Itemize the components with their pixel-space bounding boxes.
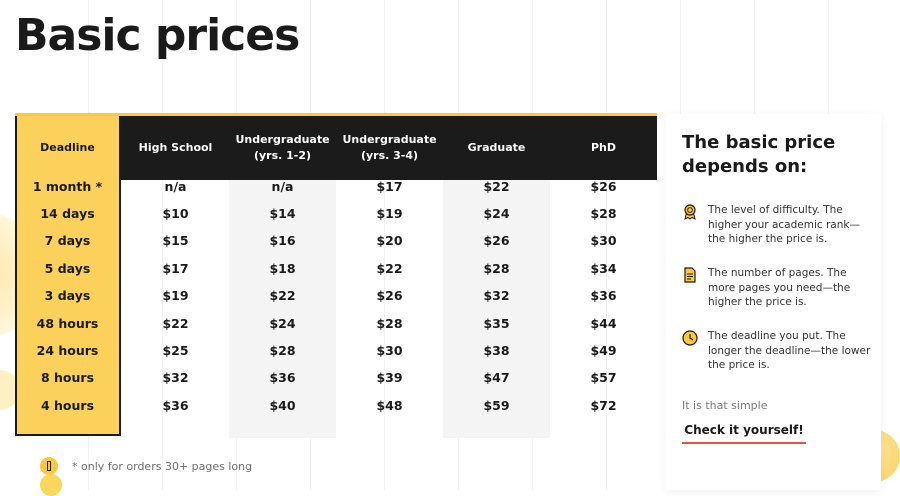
price-cell: $36 xyxy=(162,397,189,413)
deadline-cell: 7 days xyxy=(44,233,91,249)
price-cell: $47 xyxy=(483,370,510,386)
price-cell: $28 xyxy=(269,342,296,358)
factor-pages: The number of pages. The more pages you … xyxy=(682,266,872,310)
price-cell: $34 xyxy=(590,260,617,276)
factor-text: The level of difficulty. The higher your… xyxy=(708,204,860,245)
price-cell: $22 xyxy=(376,260,403,276)
deadline-cell: 48 hours xyxy=(36,315,99,331)
deadline-cell: 1 month * xyxy=(32,178,103,194)
price-cell: n/a xyxy=(271,178,294,194)
price-cell: $32 xyxy=(162,370,189,386)
price-cell: $22 xyxy=(269,288,296,304)
footnote-text: * only for orders 30+ pages long xyxy=(72,459,253,473)
price-cell: $19 xyxy=(162,288,189,304)
price-cell: $20 xyxy=(376,233,403,249)
price-cell: $40 xyxy=(269,397,296,413)
deadline-cell: 8 hours xyxy=(40,370,95,386)
header-deadline: Deadline xyxy=(40,141,95,154)
column-header: PhD xyxy=(590,141,617,154)
ribbon-award-icon xyxy=(684,204,696,220)
price-cell: $10 xyxy=(162,205,189,221)
price-cell: $39 xyxy=(376,370,403,386)
price-cell: $32 xyxy=(483,288,510,304)
column-stripe xyxy=(443,180,550,438)
info-icon xyxy=(40,457,58,475)
price-cell: $26 xyxy=(483,233,510,249)
price-cell: $25 xyxy=(162,342,189,358)
price-cell: $28 xyxy=(376,315,403,331)
price-cell: $16 xyxy=(269,233,296,249)
price-cell: $15 xyxy=(162,233,189,249)
decorative-circle-bottom xyxy=(40,474,62,496)
price-cell: $28 xyxy=(590,205,617,221)
factor-deadline: The deadline you put. The longer the dea… xyxy=(682,329,872,373)
sidebar-title: The basic price depends on: xyxy=(682,132,836,177)
deadline-cell: 3 days xyxy=(44,288,91,304)
price-cell: $14 xyxy=(269,205,296,221)
footnote: * only for orders 30+ pages long xyxy=(40,456,252,476)
deadline-cell: 5 days xyxy=(44,260,91,276)
price-cell: $22 xyxy=(162,315,189,331)
deadline-cell: 14 days xyxy=(40,205,95,221)
price-cell: $24 xyxy=(269,315,296,331)
price-cell: $26 xyxy=(376,288,403,304)
clock-icon xyxy=(682,330,698,346)
column-header: Undergraduate (yrs. 1-2) xyxy=(235,133,330,162)
price-cell: $26 xyxy=(590,178,617,194)
price-cell: $24 xyxy=(483,205,510,221)
column-stripe xyxy=(229,180,336,438)
factor-text: The number of pages. The more pages you … xyxy=(708,267,851,308)
price-cell: $19 xyxy=(376,205,403,221)
price-table: Deadline High School Undergraduate (yrs. 1-… xyxy=(15,113,657,438)
price-cell: $57 xyxy=(590,370,617,386)
price-cell: n/a xyxy=(164,178,187,194)
price-cell: $17 xyxy=(376,178,403,194)
price-cell: $28 xyxy=(483,260,510,276)
simple-text: It is that simple xyxy=(682,399,768,412)
price-cell: $22 xyxy=(483,178,510,194)
column-header: Graduate xyxy=(467,141,526,154)
column-header: Undergraduate (yrs. 3-4) xyxy=(342,133,437,162)
price-cell: $38 xyxy=(483,342,510,358)
price-cell: $17 xyxy=(162,260,189,276)
factor-difficulty: The level of difficulty. The higher your… xyxy=(682,203,872,247)
price-cell: $35 xyxy=(483,315,510,331)
table-top-border xyxy=(15,113,657,116)
price-cell: $59 xyxy=(483,397,510,413)
document-icon xyxy=(684,267,696,283)
page-title: Basic prices xyxy=(15,10,300,61)
price-cell: $72 xyxy=(590,397,617,413)
deadline-column xyxy=(15,116,121,436)
price-cell: $49 xyxy=(590,342,617,358)
price-cell: $18 xyxy=(269,260,296,276)
check-it-yourself-button[interactable]: Check it yourself! xyxy=(682,418,806,444)
price-factors-card xyxy=(666,114,881,490)
factor-text: The deadline you put. The longer the dea… xyxy=(708,330,871,371)
deadline-cell: 4 hours xyxy=(40,397,95,413)
price-cell: $44 xyxy=(590,315,617,331)
price-cell: $30 xyxy=(376,342,403,358)
price-cell: $36 xyxy=(590,288,617,304)
price-cell: $48 xyxy=(376,397,403,413)
table-header-band xyxy=(120,116,657,180)
price-cell: $30 xyxy=(590,233,617,249)
column-header: High School xyxy=(138,141,213,154)
price-cell: $36 xyxy=(269,370,296,386)
deadline-cell: 24 hours xyxy=(36,342,99,358)
